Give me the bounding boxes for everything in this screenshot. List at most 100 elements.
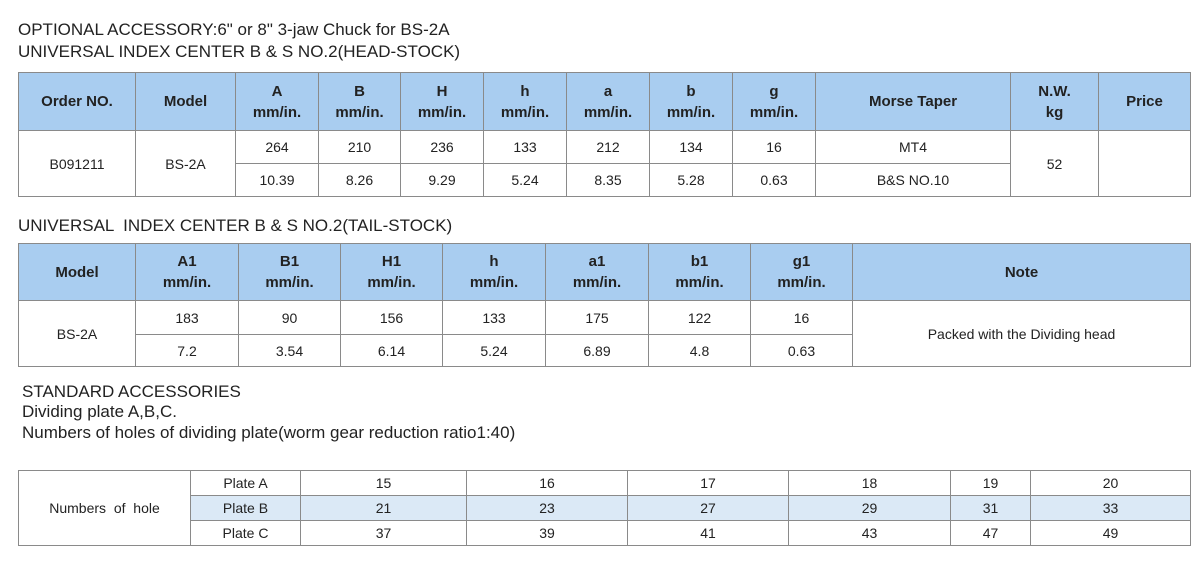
cell: 16 [466,470,628,496]
column-name: a [603,82,613,100]
column-unit: mm/in. [162,274,212,291]
cell: 6.89 [545,334,649,367]
cell: MT4 [815,130,1011,164]
column-name: h [489,253,499,270]
cell: 29 [788,495,951,521]
header-cell: a mm/in. [566,72,650,131]
cell: 212 [566,130,650,164]
header-cell: h mm/in. [483,72,567,131]
subtitle: UNIVERSAL INDEX CENTER B & S NO.2(HEAD-S… [18,42,461,61]
column-name: Price [1126,93,1163,110]
data-row: Plate B 21 23 27 29 31 33 [19,495,1191,521]
cell: Plate C [190,520,301,546]
header-cell: Model [18,243,136,301]
cell: 3.54 [238,334,341,367]
data-row: Numbers of hole Plate A 15 16 17 18 19 20 [18,470,1191,546]
cell: B&S NO.10 [815,163,1011,197]
price-cell [1098,130,1191,197]
data-row: 7.2 3.54 6.14 5.24 6.89 4.8 0.63 [19,334,1191,367]
cell: 133 [442,300,546,335]
column-unit: mm/in. [265,274,314,291]
column-name: g1 [792,253,811,270]
column-unit: mm/in. [335,103,384,121]
column-unit: mm/in. [252,103,302,121]
cell: Numbers of hole [18,470,191,546]
header-cell: Model [135,72,236,131]
cell: 0.63 [750,334,853,367]
cell: 33 [1030,495,1191,521]
column-unit: mm/in. [572,274,622,291]
column-unit: mm/in. [469,274,519,291]
header-cell: b mm/in. [649,72,733,131]
column-name: A [271,82,283,100]
accessories-line: Dividing plate A,B,C. [22,402,177,421]
cell: 49 [1030,520,1191,546]
cell: 20 [1030,470,1191,496]
cell: 133 [483,130,567,164]
cell: BS-2A [135,130,236,197]
header-row: Model A1 mm/in. B1 mm/in. H1 mm/in. h mm/in. a1 mm… [18,243,1191,301]
header-cell: Note [852,243,1191,301]
cell: 5.28 [649,163,733,197]
cell: 175 [545,300,649,335]
header-cell: b1 mm/in. [648,243,751,301]
column-name: H1 [381,253,402,270]
cell: 7.2 [135,334,239,367]
cell: 47 [950,520,1031,546]
cell: 6.14 [340,334,443,367]
data-row: BS-2A 183 90 156 133 175 122 16 Packed with the … [18,300,1191,367]
header-cell: Morse Taper [815,72,1011,131]
cell: 183 [135,300,239,335]
cell: 21 [300,495,467,521]
cell: 19 [950,470,1031,496]
column-unit: mm/in. [777,274,826,291]
cell: 90 [238,300,341,335]
cell: 37 [300,520,467,546]
header-cell: g mm/in. [732,72,816,131]
column-name: H [436,82,448,100]
header-cell: Price [1098,72,1191,131]
column-name: A1 [177,253,197,270]
column-name: h [520,82,530,100]
column-unit: mm/in. [583,103,633,121]
cell: BS-2A [18,300,136,367]
header-cell: A1 mm/in. [135,243,239,301]
cell: 4.8 [648,334,751,367]
cell: 41 [627,520,789,546]
cell: 0.63 [732,163,816,197]
cell: 43 [788,520,951,546]
header-cell: Order NO. [18,72,136,131]
header-cell: N.W. kg [1010,72,1099,131]
column-name: g [769,82,779,100]
column-unit: mm/in. [417,103,467,121]
column-unit: kg [1045,103,1064,121]
cell: 264 [235,130,319,164]
column-name: Model [163,93,208,110]
cell: 31 [950,495,1031,521]
data-row: B091211 BS-2A 264 210 236 133 212 134 16 MT4 52 [18,130,1191,197]
cell: 9.29 [400,163,484,197]
column-unit: mm/in. [675,274,724,291]
column-unit: mm/in. [367,274,416,291]
holes-table: Numbers of hole Plate A 15 16 17 18 19 20 Plate … [18,470,1191,546]
cell: Plate A [190,470,301,496]
cell: 17 [627,470,789,496]
cell: 16 [750,300,853,335]
column-name: N.W. [1038,82,1071,100]
data-row: 10.39 8.26 9.29 5.24 8.35 5.28 0.63 B&S NO.10 [19,163,1191,197]
cell: Packed with the Dividing head [852,300,1191,367]
cell: 52 [1010,130,1099,197]
header-cell: a1 mm/in. [545,243,649,301]
column-name: Model [55,263,99,281]
cell: Plate B [190,495,301,521]
cell: 8.26 [318,163,401,197]
column-unit: mm/in. [666,103,716,121]
column-name: B [354,82,365,100]
header-cell: B1 mm/in. [238,243,341,301]
accessories-heading: STANDARD ACCESSORIES [22,382,241,401]
cell: 156 [340,300,443,335]
